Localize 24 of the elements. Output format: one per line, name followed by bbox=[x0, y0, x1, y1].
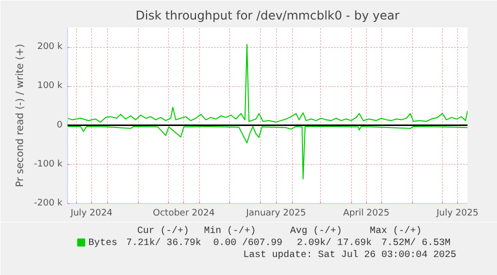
chart-title: Disk throughput for /dev/mmcblk0 - by year bbox=[136, 8, 400, 22]
y-tick-label: 0 bbox=[56, 120, 63, 130]
x-tick-label: July 2024 bbox=[70, 208, 113, 218]
text: Cur (-/+) bbox=[137, 225, 190, 236]
x-tick-label: April 2025 bbox=[343, 208, 390, 218]
text: Last update: Sat Jul 26 03:00:04 2025 bbox=[243, 249, 456, 260]
y-tick-label: -100 k bbox=[34, 159, 64, 170]
line-series bbox=[68, 126, 468, 180]
text: 7.21k/ 36.79k bbox=[126, 237, 202, 248]
line-series bbox=[68, 44, 468, 123]
text: Max (-/+) bbox=[370, 225, 422, 236]
text: 0.00 /607.99 bbox=[213, 237, 283, 248]
x-tick-label: October 2024 bbox=[152, 208, 215, 218]
y-tick-label: 200 k bbox=[37, 42, 64, 52]
legend-label: Bytes bbox=[88, 237, 118, 248]
y-tick-label: -200 k bbox=[34, 198, 64, 208]
text: 7.52M/ 6.53M bbox=[381, 237, 451, 248]
y-axis-title: Pr second read (-) / write (+) bbox=[15, 44, 26, 188]
text: Avg (-/+) bbox=[290, 225, 342, 236]
x-tick-label: January 2025 bbox=[245, 208, 306, 218]
x-tick-label: July 2025 bbox=[436, 208, 478, 218]
text: Min (-/+) bbox=[204, 225, 256, 236]
text: 2.09k/ 17.69k bbox=[296, 237, 372, 248]
y-tick-label: 100 k bbox=[37, 81, 64, 92]
